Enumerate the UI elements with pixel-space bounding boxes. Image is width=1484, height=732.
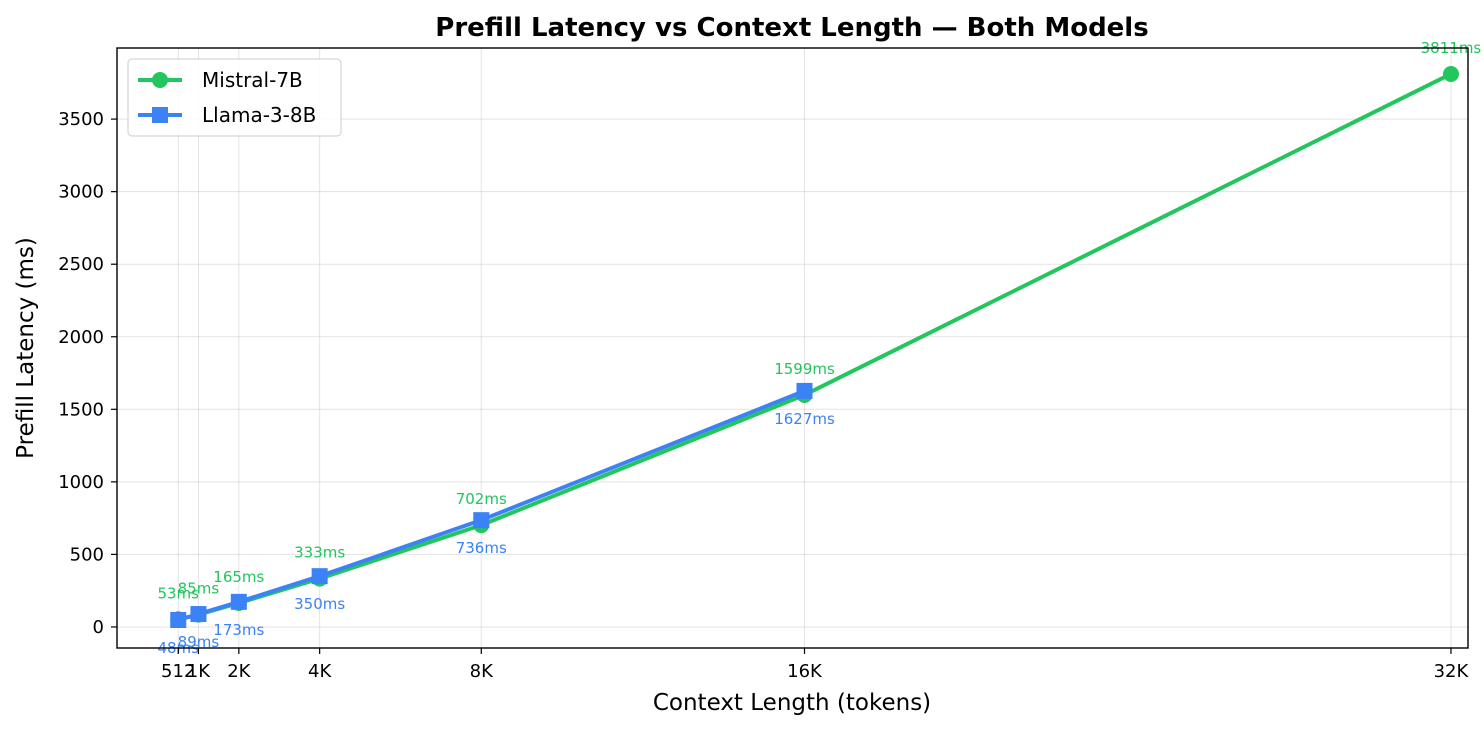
x-tick-label: 1K — [187, 661, 211, 682]
y-tick-label: 0 — [93, 617, 104, 638]
x-tick-label: 16K — [787, 661, 823, 682]
data-label-mistral-7b: 53ms — [157, 584, 199, 602]
point-llama-3-8b — [311, 568, 328, 585]
x-tick-label: 8K — [470, 661, 494, 682]
data-label-llama-3-8b: 350ms — [294, 595, 345, 613]
plot-frame — [116, 47, 1469, 649]
legend-label-llama: Llama-3-8B — [202, 103, 316, 127]
y-tick-label: 1500 — [58, 399, 104, 420]
x-axis-label: Context Length (tokens) — [653, 690, 931, 716]
data-label-mistral-7b: 1599ms — [774, 360, 835, 378]
y-tick-label: 2000 — [58, 327, 104, 348]
data-label-mistral-7b: 85ms — [178, 580, 220, 598]
legend-marker-llama — [152, 107, 168, 123]
point-llama-3-8b — [170, 611, 187, 628]
y-tick-label: 3500 — [58, 109, 104, 130]
data-label-llama-3-8b: 736ms — [456, 539, 507, 557]
chart-title: Prefill Latency vs Context Length — Both… — [435, 13, 1148, 43]
x-tick-label: 32K — [1434, 661, 1470, 682]
y-tick-label: 2500 — [58, 254, 104, 275]
point-mistral-7b — [1442, 65, 1459, 82]
x-tick-label: 512 — [161, 661, 195, 682]
legend-label-mistral: Mistral-7B — [202, 68, 303, 92]
y-tick-label: 3000 — [58, 182, 104, 203]
point-llama-3-8b — [230, 593, 247, 610]
series-layer — [170, 65, 1459, 628]
y-tick-label: 500 — [70, 544, 104, 565]
point-llama-3-8b — [473, 512, 490, 529]
legend-marker-mistral — [152, 72, 168, 88]
legend: Mistral-7B Llama-3-8B — [127, 58, 342, 137]
point-llama-3-8b — [796, 382, 813, 399]
data-labels: 53ms85ms165ms333ms702ms1599ms3811ms48ms8… — [157, 39, 1481, 657]
data-label-llama-3-8b: 1627ms — [774, 410, 835, 428]
data-label-llama-3-8b: 173ms — [213, 621, 264, 639]
data-label-mistral-7b: 333ms — [294, 544, 345, 562]
x-tick-label: 4K — [308, 661, 332, 682]
y-axis-label: Prefill Latency (ms) — [13, 237, 39, 459]
x-tick-label: 2K — [227, 661, 251, 682]
y-tick-label: 1000 — [58, 472, 104, 493]
grid — [117, 48, 1468, 648]
data-label-mistral-7b: 165ms — [213, 568, 264, 586]
data-label-llama-3-8b: 89ms — [178, 633, 220, 651]
point-llama-3-8b — [190, 606, 207, 623]
data-label-mistral-7b: 702ms — [456, 490, 507, 508]
